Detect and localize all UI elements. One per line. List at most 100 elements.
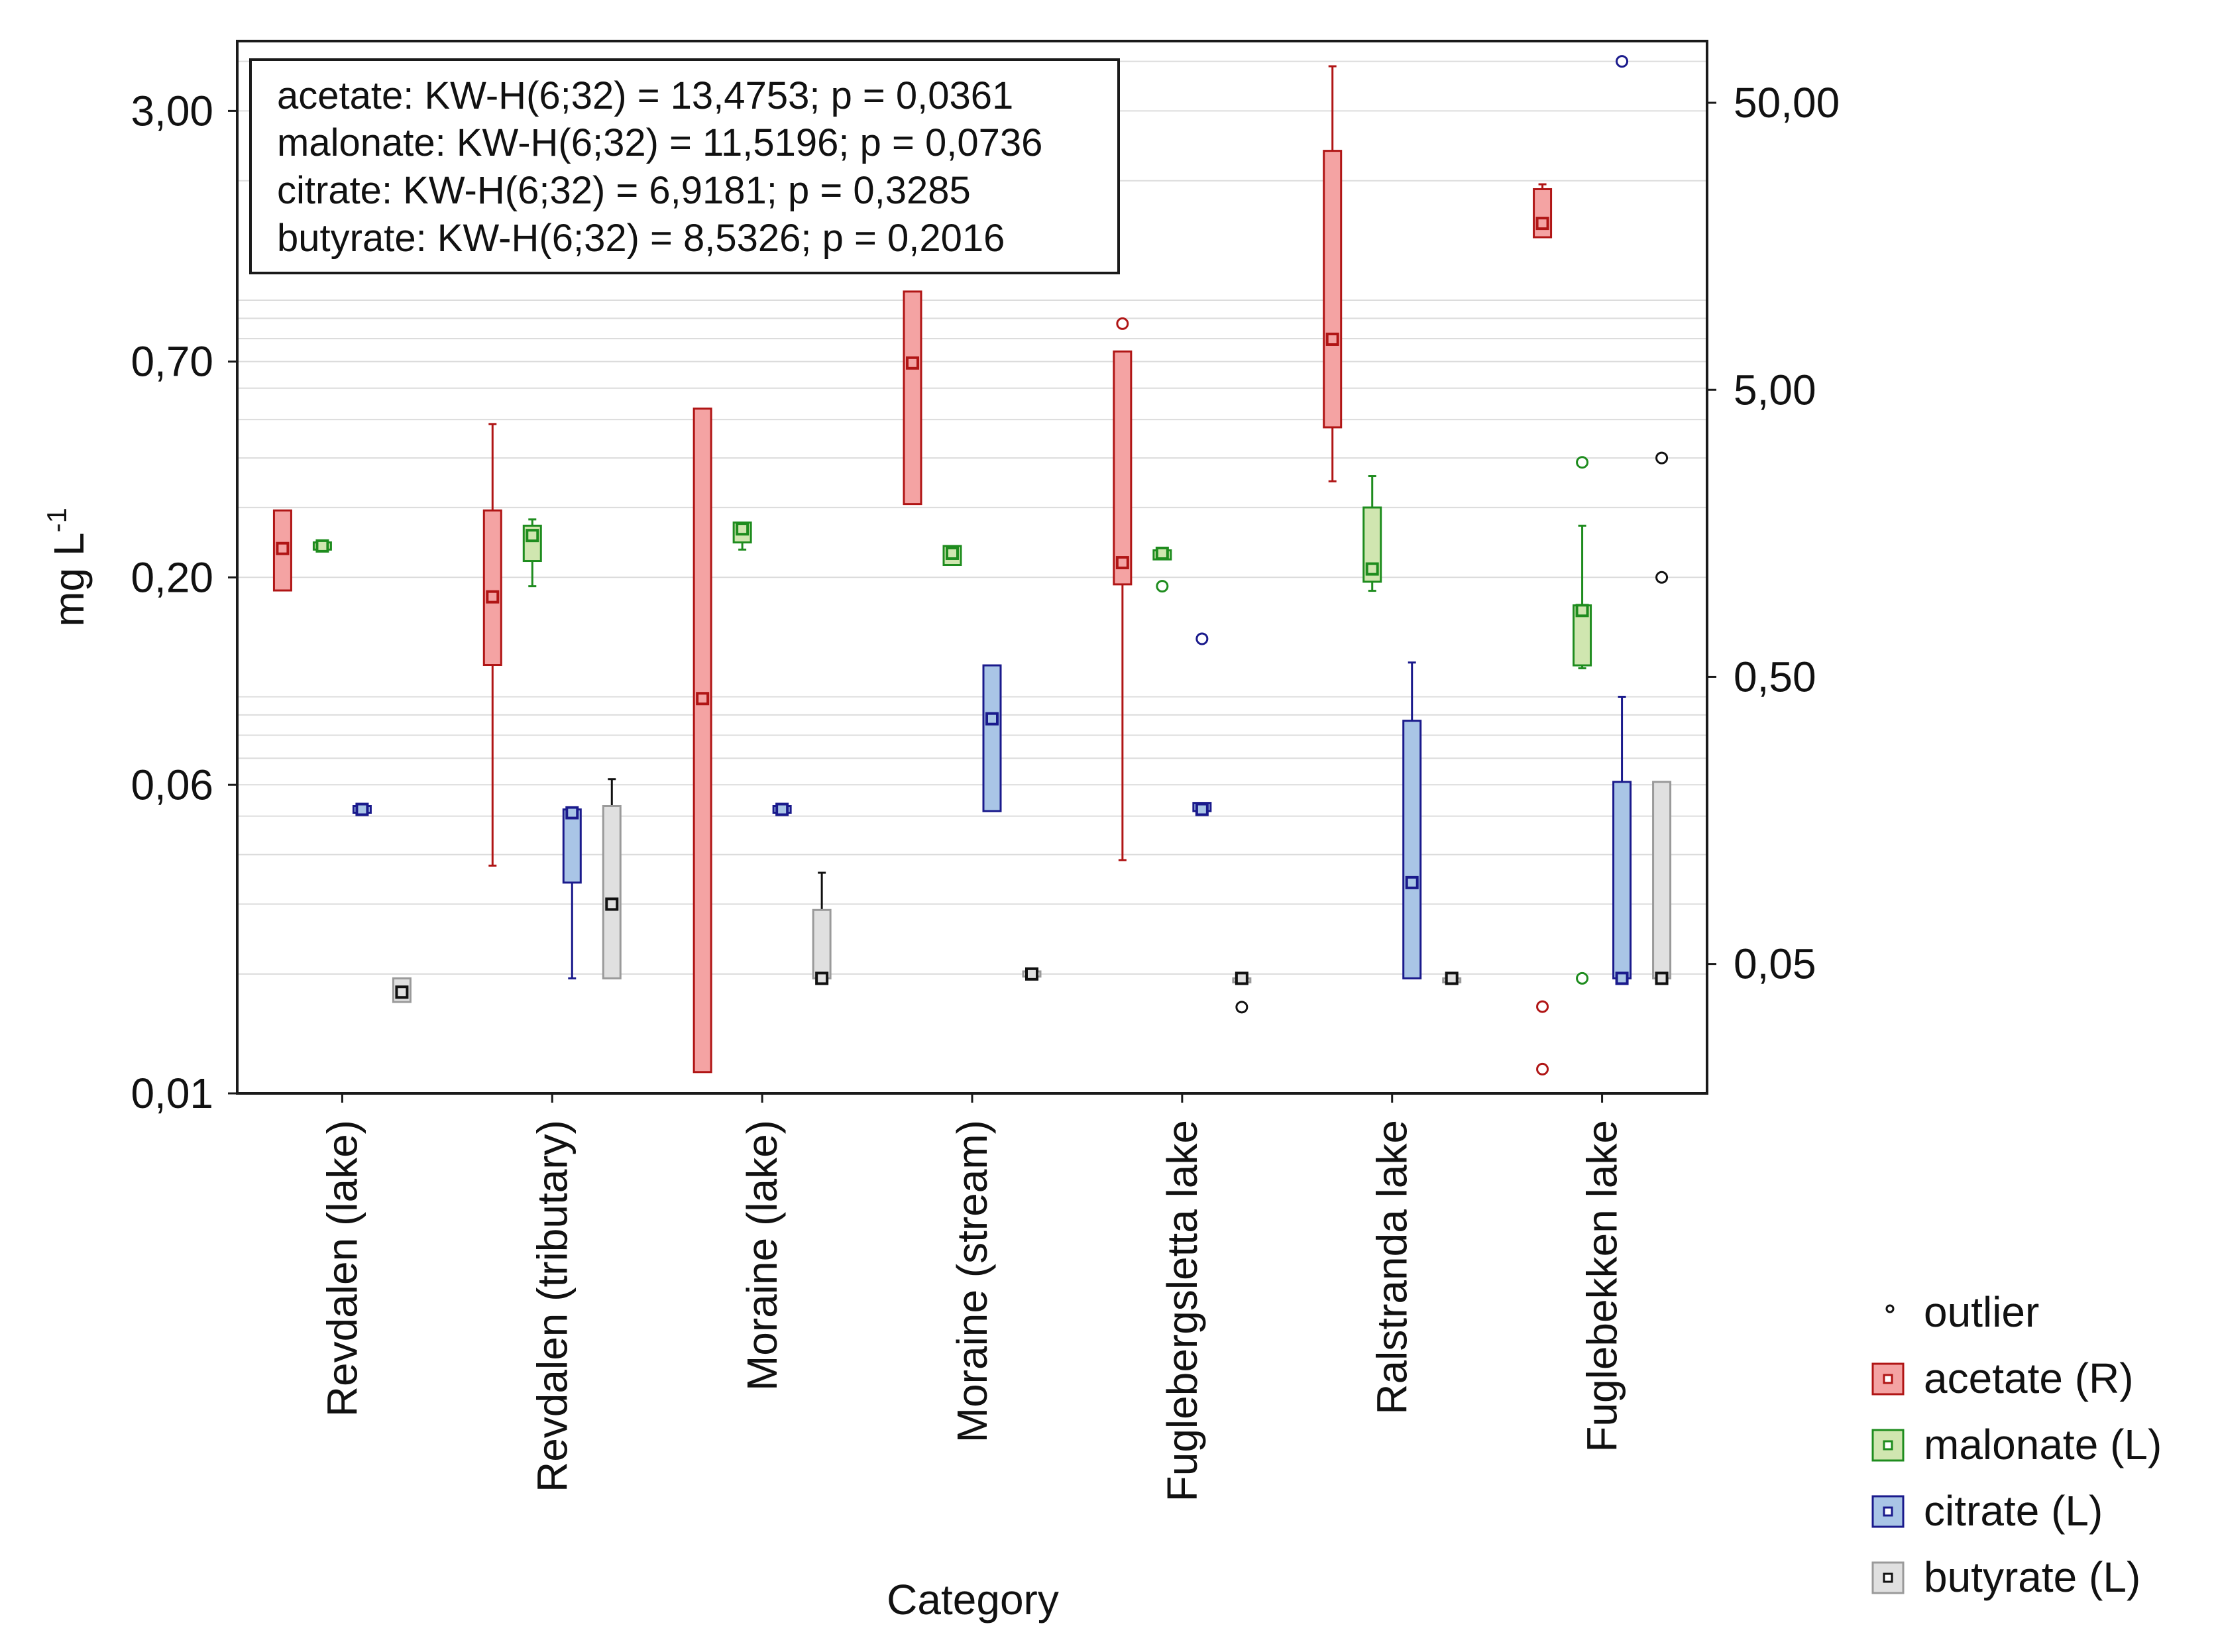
malonate-box-group [732, 522, 752, 551]
citrate-median-marker [1405, 875, 1419, 889]
butyrate-box-group [1232, 971, 1252, 1014]
malonate-median-marker [526, 529, 539, 543]
acetate-box [692, 408, 712, 1074]
legend-median-acetate [1883, 1374, 1893, 1384]
series-butyrate [392, 451, 1672, 1014]
left-tick-label: 0,20 [131, 553, 213, 601]
legend-label-butyrate: butyrate (L) [1924, 1553, 2140, 1601]
malonate-outlier-point [1156, 580, 1169, 593]
right-tick-label: 0,50 [1734, 653, 1816, 700]
legend-median-citrate [1883, 1506, 1893, 1517]
citrate-median-marker [565, 806, 579, 820]
malonate-box-group [1152, 546, 1172, 593]
citrate-box [1612, 781, 1632, 979]
acetate-box [1533, 188, 1553, 239]
acetate-median-marker [696, 692, 710, 706]
butyrate-box-group [1442, 971, 1462, 985]
citrate-box-group [1612, 55, 1632, 985]
data-layer [272, 55, 1672, 1075]
butyrate-median-marker [605, 897, 619, 911]
malonate-box-group [522, 518, 542, 588]
left-y-axis: 3,00 0,70 0,20 0,06 0,01 [131, 87, 237, 1117]
right-y-axis: 50,00 5,00 0,50 0,05 [1707, 79, 1840, 988]
series-malonate [312, 456, 1592, 985]
legend-item-acetate: acetate (R) [1871, 1354, 2134, 1402]
citrate-box [982, 664, 1002, 812]
acetate-box [903, 290, 922, 506]
malonate-box-group [1573, 456, 1592, 985]
acetate-box-group [1113, 317, 1133, 861]
acetate-median-marker [1115, 556, 1129, 570]
citrate-box-group [1402, 661, 1422, 979]
stats-line-acetate: acetate: KW-H(6;32) = 13,4753; p = 0,036… [277, 74, 1013, 117]
right-tick-label: 5,00 [1734, 366, 1816, 413]
butyrate-median-marker [1025, 967, 1038, 981]
butyrate-median-marker [1235, 971, 1248, 985]
series-citrate [352, 55, 1632, 985]
stats-box-frame [249, 58, 1120, 274]
butyrate-box-group [812, 871, 832, 985]
legend: outlier acetate (R) malonate (L) citrate… [1871, 1288, 2162, 1601]
acetate-median-marker [906, 356, 919, 370]
legend-item-butyrate: butyrate (L) [1871, 1553, 2140, 1601]
legend-marker-outlier [1885, 1304, 1895, 1313]
malonate-box-group [1362, 475, 1382, 592]
legend-median-malonate [1883, 1440, 1893, 1451]
malonate-median-marker [315, 539, 329, 553]
malonate-median-marker [1155, 546, 1169, 560]
y-axis-title: mg L-1 [41, 508, 93, 627]
category-label: Revdalen (tributary) [528, 1120, 576, 1492]
legend-median-butyrate [1883, 1572, 1893, 1583]
acetate-box-group [482, 423, 502, 867]
legend-item-malonate: malonate (L) [1871, 1421, 2162, 1468]
x-axis-title: Category [887, 1576, 1059, 1624]
butyrate-box-group [1652, 451, 1672, 985]
acetate-box-group [1323, 65, 1343, 482]
malonate-outlier-point [1576, 971, 1589, 985]
citrate-median-marker [1615, 971, 1629, 985]
stats-line-malonate: malonate: KW-H(6;32) = 11,5196; p = 0,07… [277, 121, 1042, 164]
citrate-box-group [562, 806, 582, 979]
acetate-box-group [692, 408, 712, 1074]
gridlines [237, 60, 1707, 975]
y-axis-unit: mg L [45, 533, 93, 627]
stats-line-butyrate: butyrate: KW-H(6;32) = 8,5326; p = 0,201… [277, 217, 1005, 260]
malonate-median-marker [1365, 562, 1379, 576]
legend-item-citrate: citrate (L) [1871, 1487, 2103, 1535]
stats-box: acetate: KW-H(6;32) = 13,4753; p = 0,036… [249, 58, 1120, 274]
category-label: Moraine (stream) [948, 1120, 996, 1443]
category-label: Fuglebergsletta lake [1158, 1120, 1206, 1502]
acetate-median-marker [486, 590, 500, 604]
citrate-box-group [772, 802, 792, 816]
left-tick-label: 0,70 [131, 338, 213, 386]
butyrate-box-group [392, 977, 412, 1003]
butyrate-box-group [1022, 967, 1042, 981]
citrate-outlier-point [1195, 632, 1209, 645]
malonate-median-marker [736, 522, 749, 536]
malonate-median-marker [946, 546, 959, 560]
acetate-median-marker [276, 541, 290, 555]
malonate-box-group [942, 545, 962, 567]
butyrate-outlier-point [1655, 571, 1669, 584]
y-axis-unit-exponent: -1 [41, 508, 72, 532]
butyrate-box [812, 909, 832, 979]
category-label: Moraine (lake) [738, 1120, 786, 1391]
butyrate-median-marker [1655, 971, 1669, 985]
citrate-median-marker [355, 802, 369, 816]
citrate-box [562, 808, 582, 884]
left-tick-label: 3,00 [131, 87, 213, 135]
category-label: Fuglebekken lake [1579, 1120, 1626, 1453]
citrate-median-marker [775, 802, 789, 816]
acetate-box [1323, 150, 1343, 429]
citrate-outlier-point [1616, 55, 1629, 68]
butyrate-median-marker [1445, 971, 1459, 985]
right-tick-label: 0,05 [1734, 940, 1816, 988]
citrate-median-marker [1195, 802, 1209, 816]
acetate-outlier-point [1116, 317, 1129, 330]
legend-label-malonate: malonate (L) [1924, 1421, 2162, 1468]
acetate-box [482, 509, 502, 667]
acetate-median-marker [1535, 217, 1549, 231]
acetate-median-marker [1325, 332, 1339, 346]
citrate-box-group [352, 802, 372, 816]
